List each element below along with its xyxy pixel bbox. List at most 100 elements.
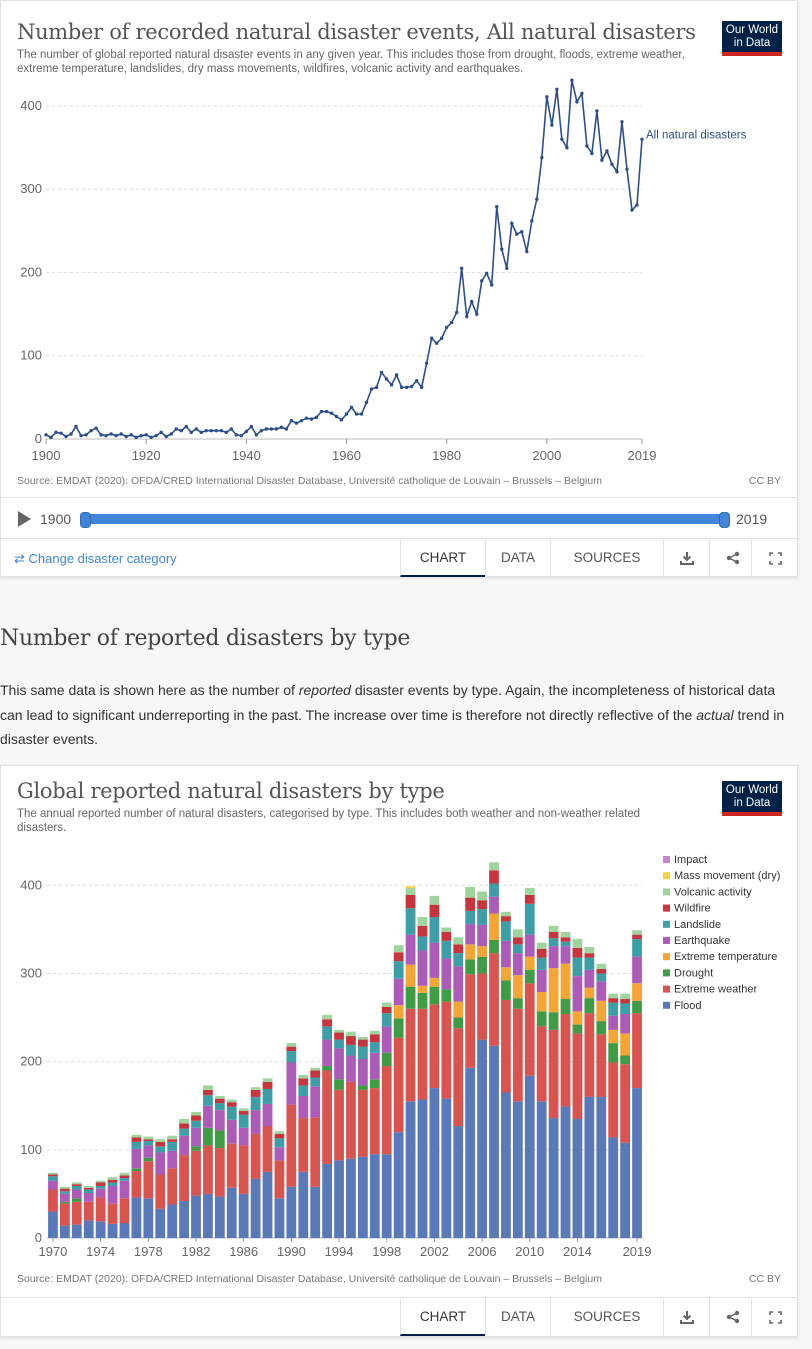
data-point (590, 151, 594, 156)
legend-swatch (663, 888, 670, 896)
bar-segment (429, 895, 440, 905)
bar-segment (83, 1201, 94, 1221)
bar-segment (417, 992, 428, 1009)
license-link[interactable]: CC BY (748, 1273, 781, 1285)
license-link[interactable]: CC BY (748, 475, 781, 487)
tab-data[interactable]: DATA (485, 539, 550, 577)
bar-segment (465, 910, 476, 925)
bar-segment (262, 1103, 273, 1127)
bar-segment (632, 1013, 642, 1089)
bar-segment (620, 1142, 631, 1238)
x-tick-label: 1998 (372, 1244, 401, 1259)
bar-segment (405, 986, 416, 1009)
owid-logo[interactable]: Our World in Data (722, 781, 782, 816)
timeline-start-handle[interactable] (80, 512, 91, 528)
data-point (565, 145, 569, 150)
bar-segment (381, 1002, 392, 1007)
bar-segment (620, 1033, 631, 1056)
bar-segment (501, 916, 511, 922)
bar-segment (226, 1187, 237, 1238)
bar-segment (71, 1198, 82, 1202)
owid-logo[interactable]: Our World in Data (722, 21, 782, 56)
tab-data[interactable]: DATA (485, 1298, 550, 1336)
play-icon[interactable] (18, 511, 31, 527)
bar-segment (465, 1067, 476, 1238)
data-point (580, 91, 584, 96)
legend-swatch (663, 872, 670, 880)
data-point (615, 170, 619, 174)
bar-segment (536, 957, 547, 970)
bar-segment (489, 862, 499, 871)
share-button[interactable] (709, 1298, 756, 1336)
bar-segment (143, 1145, 154, 1158)
fullscreen-button[interactable] (751, 539, 798, 577)
logo-line-1: Our World (725, 784, 779, 796)
bar-segment (489, 883, 499, 897)
bar-segment (334, 1048, 344, 1080)
bar-segment (214, 1148, 225, 1197)
bar-segment (596, 1000, 607, 1022)
data-point (530, 219, 534, 223)
fullscreen-button[interactable] (751, 1298, 798, 1336)
y-tick-label: 300 (20, 965, 42, 980)
data-point (610, 162, 614, 166)
download-button[interactable] (663, 1298, 710, 1336)
line-chart-card: Number of recorded natural disaster even… (0, 0, 798, 577)
data-point (384, 377, 389, 381)
bar-segment (226, 1102, 237, 1107)
timeline-end-handle[interactable] (719, 512, 730, 528)
bar-segment (322, 1014, 333, 1020)
data-point (99, 433, 103, 437)
bar-segment (405, 894, 416, 909)
legend-label: Drought (674, 967, 713, 979)
bar-segment (298, 1085, 309, 1097)
tab-sources[interactable]: SOURCES (550, 1298, 663, 1336)
data-point (114, 433, 118, 438)
download-button[interactable] (663, 539, 710, 577)
data-point (454, 310, 459, 315)
bar-segment (393, 1018, 404, 1038)
bar-segment (346, 1081, 356, 1159)
data-point (279, 425, 284, 430)
tab-chart[interactable]: CHART (400, 1298, 485, 1336)
bar-segment (179, 1118, 189, 1124)
change-category-link[interactable]: ⇄ Change disaster category (14, 551, 177, 566)
bar-segment (59, 1193, 70, 1202)
bar-segment (584, 969, 595, 988)
bar-segment (203, 1127, 213, 1146)
data-point (104, 433, 108, 438)
legend-swatch (663, 985, 670, 993)
bar-segment (632, 930, 642, 935)
data-point (635, 203, 639, 207)
series-label: All natural disasters (646, 129, 747, 141)
tab-chart[interactable]: CHART (400, 539, 485, 577)
x-tick-label: 1982 (182, 1244, 211, 1259)
bar-segment (59, 1191, 70, 1194)
bar-segment (346, 1031, 356, 1037)
data-point (109, 432, 113, 436)
data-point (600, 158, 604, 162)
tab-sources[interactable]: SOURCES (550, 539, 663, 577)
data-point (555, 87, 559, 92)
bar-segment (584, 1013, 595, 1097)
bar-segment (560, 1106, 571, 1238)
data-point (444, 325, 449, 330)
y-tick-label: 0 (35, 1230, 42, 1245)
data-point (79, 433, 83, 438)
bar-segment (262, 1126, 273, 1172)
download-icon (680, 1311, 694, 1324)
share-button[interactable] (709, 539, 756, 577)
data-point (199, 430, 203, 435)
bar-segment (501, 980, 511, 1000)
data-point (219, 428, 223, 433)
bar-segment (48, 1180, 58, 1190)
timeline-track[interactable] (80, 512, 730, 528)
bar-segment (477, 924, 487, 947)
series-line (45, 79, 643, 439)
bar-segment (536, 948, 547, 958)
data-point (44, 433, 48, 437)
bar-segment (512, 929, 523, 938)
para-emphasis-1: reported (298, 682, 351, 698)
bar-segment (429, 904, 440, 918)
bar-segment (119, 1175, 130, 1179)
